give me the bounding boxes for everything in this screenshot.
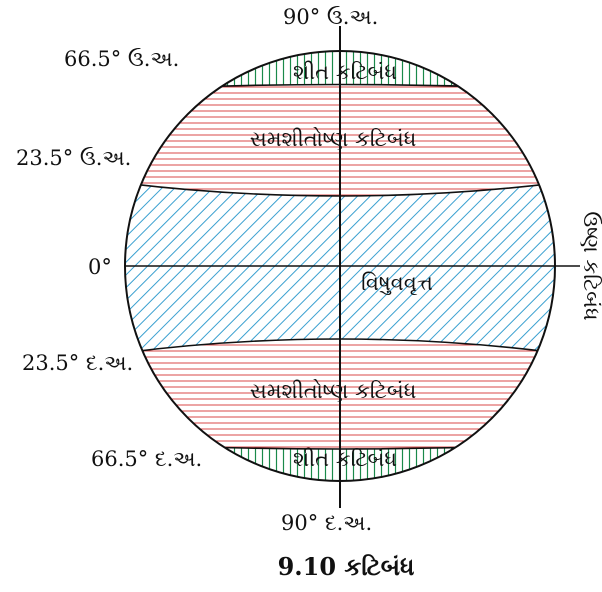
label-south-pole: 90° દ.અ. (281, 511, 372, 535)
label-capricorn: 23.5° દ.અ. (22, 351, 133, 375)
label-arctic: 66.5° ઉ.અ. (64, 47, 179, 71)
label-cancer: 23.5° ઉ.અ. (16, 146, 131, 170)
label-torrid: ઉષ્ણ કટિબંધ (579, 211, 602, 320)
label-frigid-south: શીત કટિબંધ (293, 447, 397, 471)
label-equator: 0° (88, 255, 112, 279)
figure-caption: 9.10 કટિબંધ (278, 552, 415, 581)
label-frigid-north: શીત કટિબંધ (293, 60, 397, 84)
label-north-pole: 90° ઉ.અ. (283, 5, 378, 29)
label-equator-name: વિષુવવૃત્ત (361, 271, 433, 295)
label-temperate-south: સમશીતોષ્ણ કટિબંધ (250, 379, 417, 403)
label-antarctic: 66.5° દ.અ. (91, 447, 202, 471)
label-temperate-north: સમશીતોષ્ણ કટિબંધ (250, 127, 417, 151)
